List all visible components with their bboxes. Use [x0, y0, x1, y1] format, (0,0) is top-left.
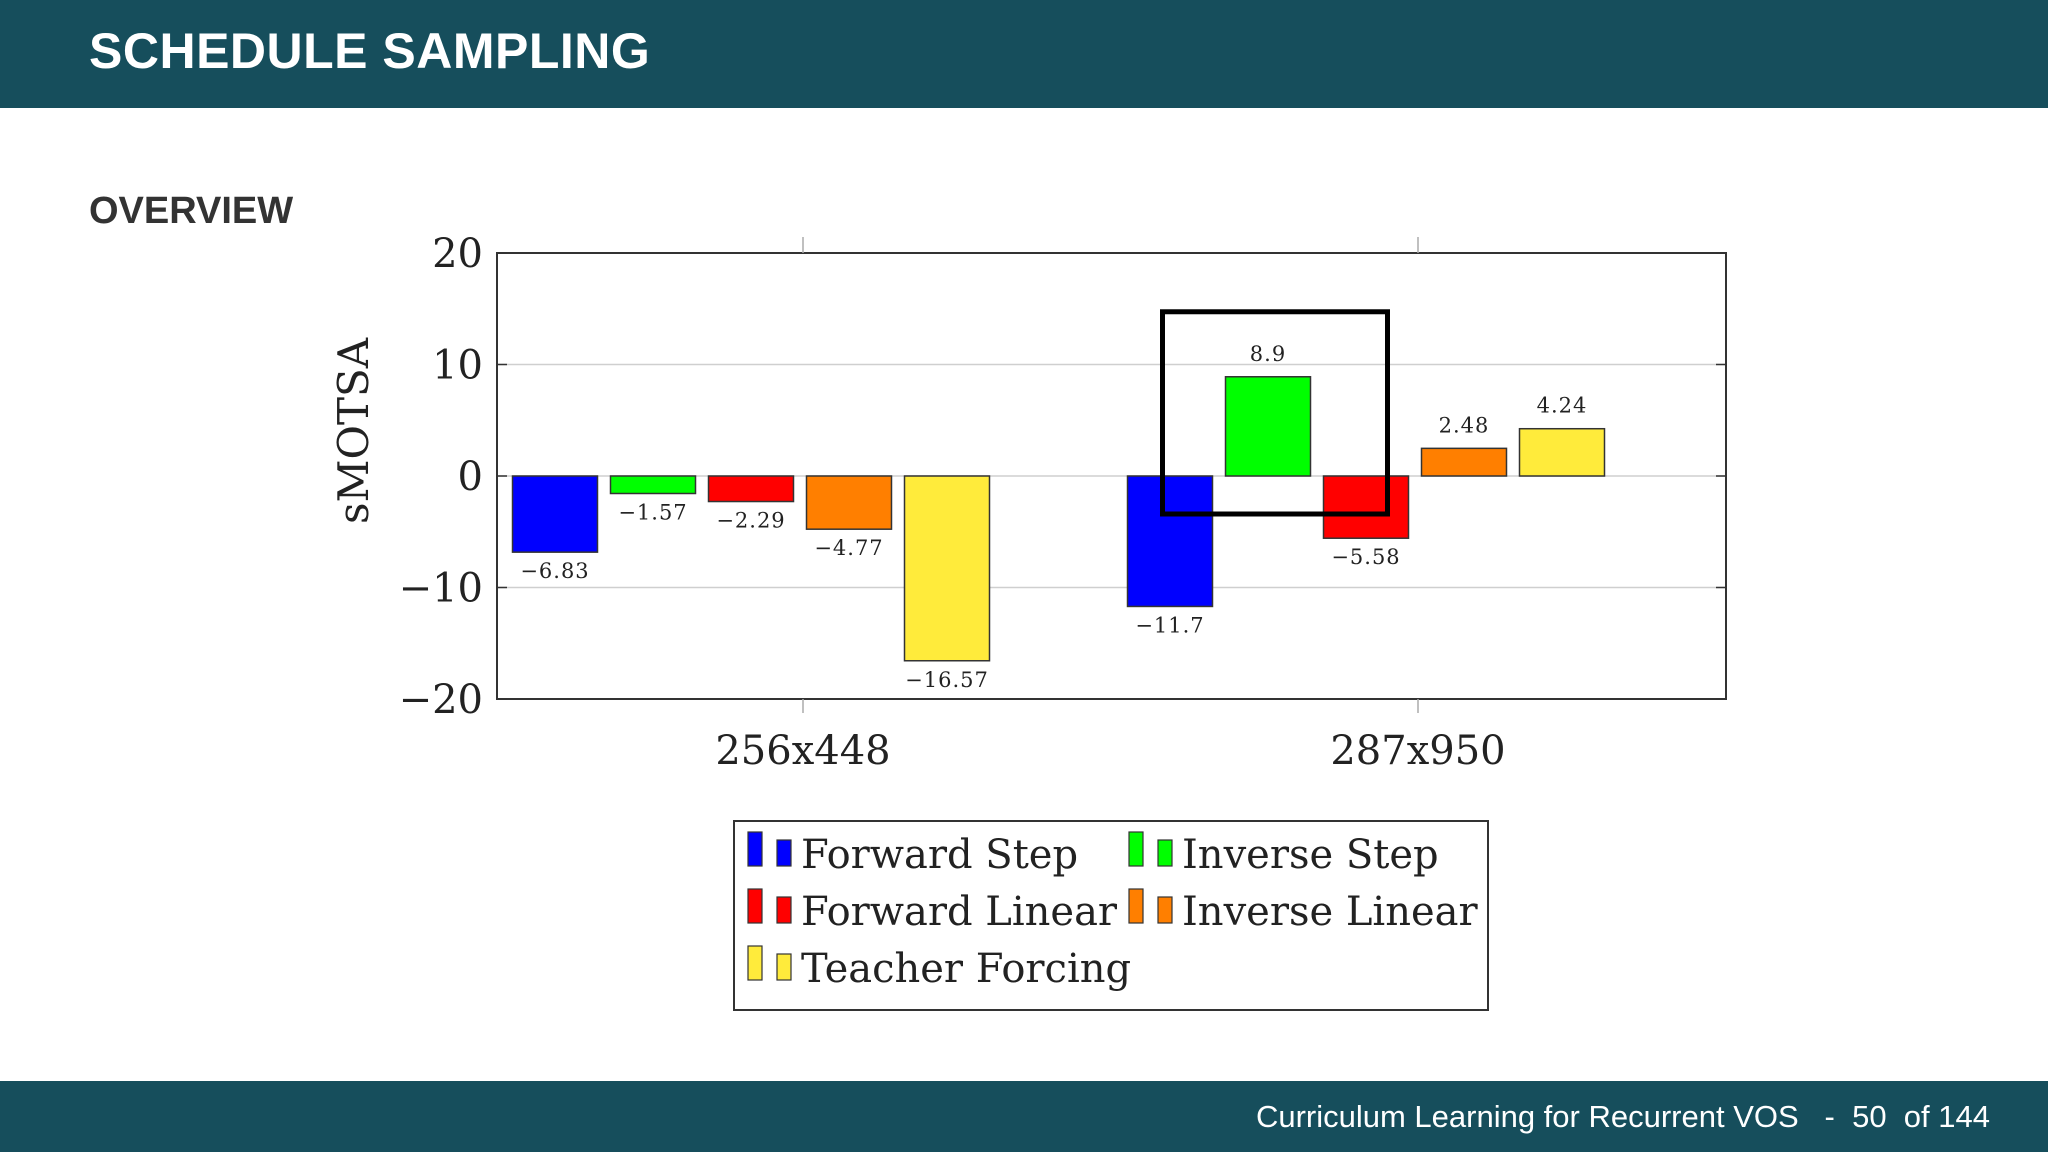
legend-entry: Inverse Linear	[1182, 889, 1479, 935]
bar	[805, 475, 893, 530]
bar	[707, 475, 795, 503]
bar	[609, 475, 697, 495]
legend-entry: Teacher Forcing	[801, 946, 1131, 992]
x-category-label: 256x448	[715, 728, 890, 774]
section-label: OVERVIEW	[89, 190, 294, 232]
y-tick-label: −10	[399, 566, 483, 612]
data-label: 4.24	[1537, 394, 1588, 418]
legend-swatch	[747, 945, 763, 981]
y-tick-label: 10	[432, 343, 483, 389]
bar	[1126, 475, 1214, 608]
legend-swatch	[747, 831, 763, 867]
y-tick-label: 0	[458, 454, 483, 500]
legend-entry: Inverse Step	[1182, 832, 1439, 878]
legend-swatch	[1157, 839, 1173, 867]
y-tick-label: −20	[399, 677, 483, 723]
legend-swatch	[776, 839, 792, 867]
legend-swatch	[1128, 888, 1144, 924]
data-label: −5.58	[1331, 545, 1400, 569]
legend-swatch	[747, 888, 763, 924]
data-label: 2.48	[1439, 413, 1490, 437]
highlight-box	[1160, 309, 1390, 517]
legend-swatch	[776, 953, 792, 981]
slide-footer: Curriculum Learning for Recurrent VOS - …	[0, 1081, 2048, 1152]
data-label: −6.83	[520, 559, 589, 583]
legend	[733, 820, 1489, 1011]
slide-title: SCHEDULE SAMPLING	[89, 23, 651, 79]
legend-swatch	[1128, 831, 1144, 867]
legend-swatch	[1157, 896, 1173, 924]
bar	[1322, 475, 1410, 539]
footer-page-number: 50	[1852, 1099, 1887, 1134]
data-label: 8.9	[1250, 342, 1286, 366]
data-label: −1.57	[618, 501, 687, 525]
data-label: −4.77	[814, 536, 883, 560]
y-axis-label: sMOTSA	[329, 337, 378, 524]
bar-chart: 20 10 0 −10 −20 sMOTSA 256x448 −6.83 −1.57 −2.29 −…	[329, 231, 1727, 1011]
footer-presentation-title: Curriculum Learning for Recurrent VOS	[1255, 1099, 1799, 1134]
bar	[1518, 427, 1606, 477]
bar	[511, 475, 599, 553]
legend-entry: Forward Step	[801, 832, 1078, 878]
legend-entry: Forward Linear	[801, 889, 1118, 935]
data-label: −2.29	[716, 509, 785, 533]
bar	[903, 475, 991, 662]
footer-page-total: of 144	[1903, 1099, 1990, 1134]
data-label: −16.57	[905, 668, 989, 692]
footer-text: Curriculum Learning for Recurrent VOS - …	[1256, 1099, 1990, 1135]
x-category-label: 287x950	[1330, 728, 1505, 774]
slide-header: SCHEDULE SAMPLING	[0, 0, 2048, 108]
legend-swatch	[776, 896, 792, 924]
data-label: −11.7	[1135, 613, 1204, 637]
y-tick-label: 20	[432, 231, 483, 277]
bar	[1420, 447, 1508, 477]
bar	[1224, 376, 1312, 477]
footer-separator: -	[1824, 1099, 1835, 1134]
